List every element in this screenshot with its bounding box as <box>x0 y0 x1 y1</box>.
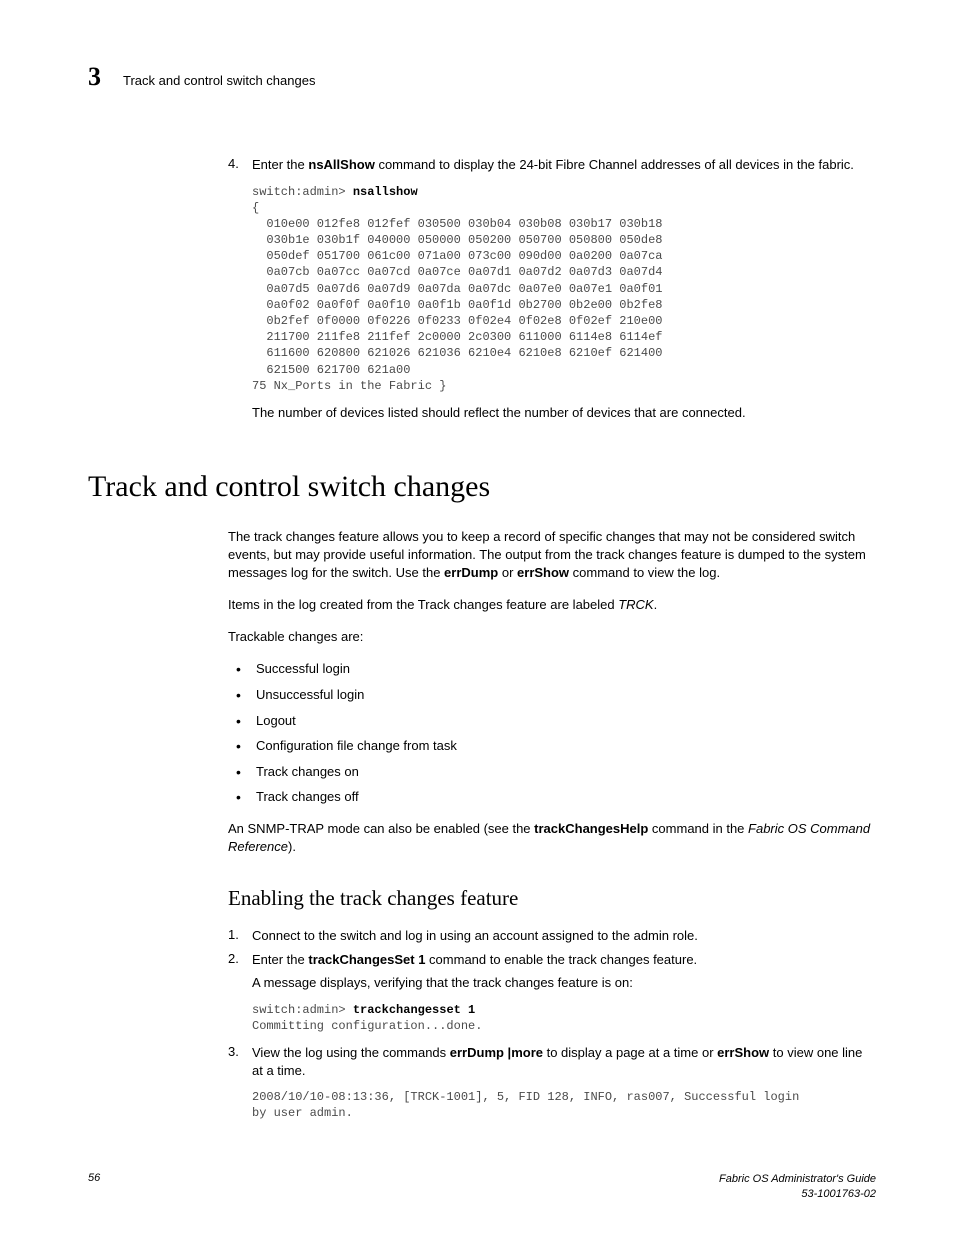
enable-step-2: 2. Enter the trackChangesSet 1 command t… <box>228 951 876 969</box>
code-block-nsallshow: switch:admin> nsallshow { 010e00 012fe8 … <box>252 184 876 394</box>
text: command in the <box>648 821 748 836</box>
step-text: Enter the trackChangesSet 1 command to e… <box>252 951 876 969</box>
step-text: View the log using the commands errDump … <box>252 1044 876 1079</box>
step-text: Enter the nsAllShow command to display t… <box>252 156 876 174</box>
page-footer: 56 Fabric OS Administrator's Guide 53-10… <box>88 1172 876 1201</box>
section-content: The track changes feature allows you to … <box>228 528 876 1122</box>
command-name: trackChangesSet 1 <box>308 952 425 967</box>
code-block-trackchanges: switch:admin> trackchangesset 1 Committi… <box>252 1002 876 1034</box>
command: trackchangesset 1 <box>353 1003 475 1017</box>
section-heading: Track and control switch changes <box>88 470 876 504</box>
text: . <box>654 597 658 612</box>
header-title: Track and control switch changes <box>123 73 315 88</box>
page-number: 56 <box>88 1172 100 1201</box>
main-content: 4. Enter the nsAllShow command to displa… <box>228 156 876 422</box>
footer-right: Fabric OS Administrator's Guide 53-10017… <box>719 1172 876 1201</box>
text: View the log using the commands <box>252 1045 450 1060</box>
text: Enter the <box>252 952 308 967</box>
document-page: 3 Track and control switch changes 4. En… <box>0 0 954 1235</box>
step-number: 4. <box>228 156 252 174</box>
step-number: 3. <box>228 1044 252 1079</box>
text: command to enable the track changes feat… <box>425 952 697 967</box>
paragraph: An SNMP-TRAP mode can also be enabled (s… <box>228 820 876 856</box>
text: command to display the 24-bit Fibre Chan… <box>375 157 854 172</box>
enable-step-1: 1. Connect to the switch and log in usin… <box>228 927 876 945</box>
prompt: switch:admin> <box>252 185 353 199</box>
command: nsallshow <box>353 185 418 199</box>
command-name: errDump |more <box>450 1045 543 1060</box>
command-name: errShow <box>517 565 569 580</box>
followup-text: The number of devices listed should refl… <box>252 404 876 422</box>
prompt: switch:admin> <box>252 1003 353 1017</box>
list-item: Unsuccessful login <box>228 686 876 704</box>
text: command to view the log. <box>569 565 720 580</box>
text: to display a page at a time or <box>543 1045 717 1060</box>
list-item: Track changes on <box>228 763 876 781</box>
doc-number: 53-1001763-02 <box>719 1187 876 1201</box>
command-name: errDump <box>444 565 498 580</box>
list-item: Successful login <box>228 660 876 678</box>
step-4: 4. Enter the nsAllShow command to displa… <box>228 156 876 174</box>
code-output: { 010e00 012fe8 012fef 030500 030b04 030… <box>252 201 662 393</box>
text: or <box>498 565 517 580</box>
subsection-heading: Enabling the track changes feature <box>228 886 876 911</box>
list-item: Logout <box>228 712 876 730</box>
text: An SNMP-TRAP mode can also be enabled (s… <box>228 821 534 836</box>
paragraph: Items in the log created from the Track … <box>228 596 876 614</box>
followup-text: A message displays, verifying that the t… <box>252 974 876 992</box>
guide-title: Fabric OS Administrator's Guide <box>719 1172 876 1186</box>
step-text: Connect to the switch and log in using a… <box>252 927 876 945</box>
command-name: trackChangesHelp <box>534 821 648 836</box>
paragraph: Trackable changes are: <box>228 628 876 646</box>
code-output: Committing configuration...done. <box>252 1019 482 1033</box>
step-number: 2. <box>228 951 252 969</box>
step-number: 1. <box>228 927 252 945</box>
list-item: Configuration file change from task <box>228 737 876 755</box>
enable-step-3: 3. View the log using the commands errDu… <box>228 1044 876 1079</box>
list-item: Track changes off <box>228 788 876 806</box>
code-block-log: 2008/10/10-08:13:36, [TRCK-1001], 5, FID… <box>252 1089 876 1121</box>
command-name: nsAllShow <box>308 157 374 172</box>
trackable-changes-list: Successful login Unsuccessful login Logo… <box>228 660 876 805</box>
paragraph: The track changes feature allows you to … <box>228 528 876 583</box>
text: ). <box>288 839 296 854</box>
label-name: TRCK <box>618 597 653 612</box>
text: Items in the log created from the Track … <box>228 597 618 612</box>
page-header: 3 Track and control switch changes <box>88 62 876 92</box>
command-name: errShow <box>717 1045 769 1060</box>
chapter-number: 3 <box>88 62 101 92</box>
text: Enter the <box>252 157 308 172</box>
